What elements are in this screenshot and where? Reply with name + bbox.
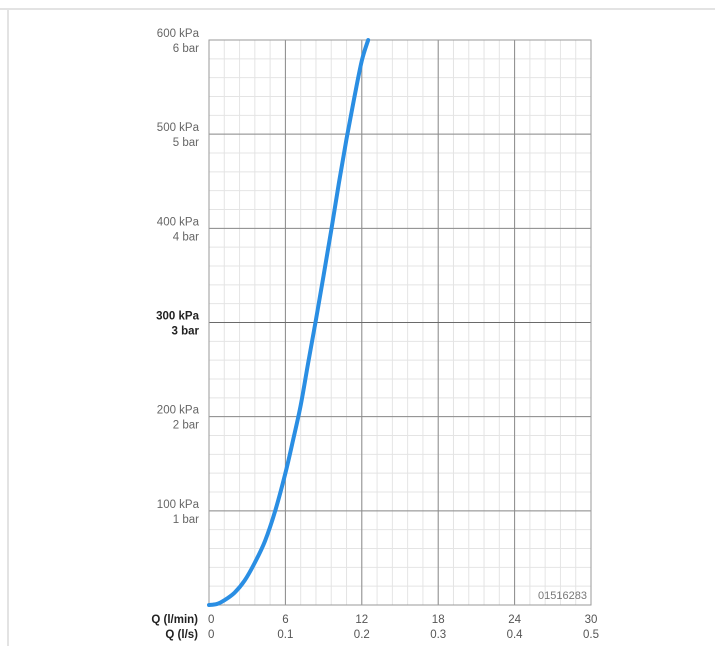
- chart-code-label: 01516283: [538, 590, 587, 602]
- major-grid: [208, 39, 592, 606]
- x-tick-label-lmin: 6: [282, 614, 288, 626]
- x-tick-label-ls: 0.4: [507, 629, 524, 641]
- y-tick-label-kpa: 300 kPa: [156, 311, 199, 323]
- y-tick-label-bar: 4 bar: [173, 231, 199, 243]
- x-tick-label-ls: 0.1: [277, 629, 293, 641]
- y-tick-label-bar: 3 bar: [172, 326, 200, 338]
- x-tick-label-lmin: 12: [355, 614, 368, 626]
- y-tick-label-kpa: 100 kPa: [157, 499, 200, 511]
- y-tick-label-kpa: 200 kPa: [157, 405, 200, 417]
- x-tick-label-lmin: 30: [585, 614, 598, 626]
- y-tick-label-kpa: 600 kPa: [157, 28, 200, 40]
- series-line: [207, 38, 371, 607]
- y-tick-label-kpa: 400 kPa: [157, 216, 200, 228]
- series-layer: [207, 38, 371, 607]
- y-tick-label-kpa: 500 kPa: [157, 122, 200, 134]
- x-tick-label-ls: 0.2: [354, 629, 370, 641]
- y-tick-label-bar: 1 bar: [173, 514, 199, 526]
- x-tick-label-lmin: 24: [508, 614, 521, 626]
- x-unit-label-lmin: Q (l/min): [151, 614, 198, 626]
- y-tick-label-bar: 5 bar: [173, 137, 199, 149]
- x-tick-label-ls: 0: [208, 629, 214, 641]
- x-tick-label-ls: 0.3: [430, 629, 446, 641]
- x-tick-label-lmin: 18: [432, 614, 445, 626]
- x-unit-label-ls: Q (l/s): [165, 629, 198, 641]
- y-tick-label-bar: 6 bar: [173, 43, 199, 55]
- frame-left-border: [7, 8, 9, 646]
- x-tick-label-ls: 0.5: [583, 629, 599, 641]
- frame-top-border: [0, 8, 715, 10]
- y-tick-label-bar: 2 bar: [173, 420, 199, 432]
- x-tick-label-lmin: 0: [208, 614, 214, 626]
- labels-layer: 600 kPa 6 bar 500 kPa 5 bar 400 kPa 4 bar 300 …: [151, 28, 599, 641]
- plot-frame: [208, 39, 592, 606]
